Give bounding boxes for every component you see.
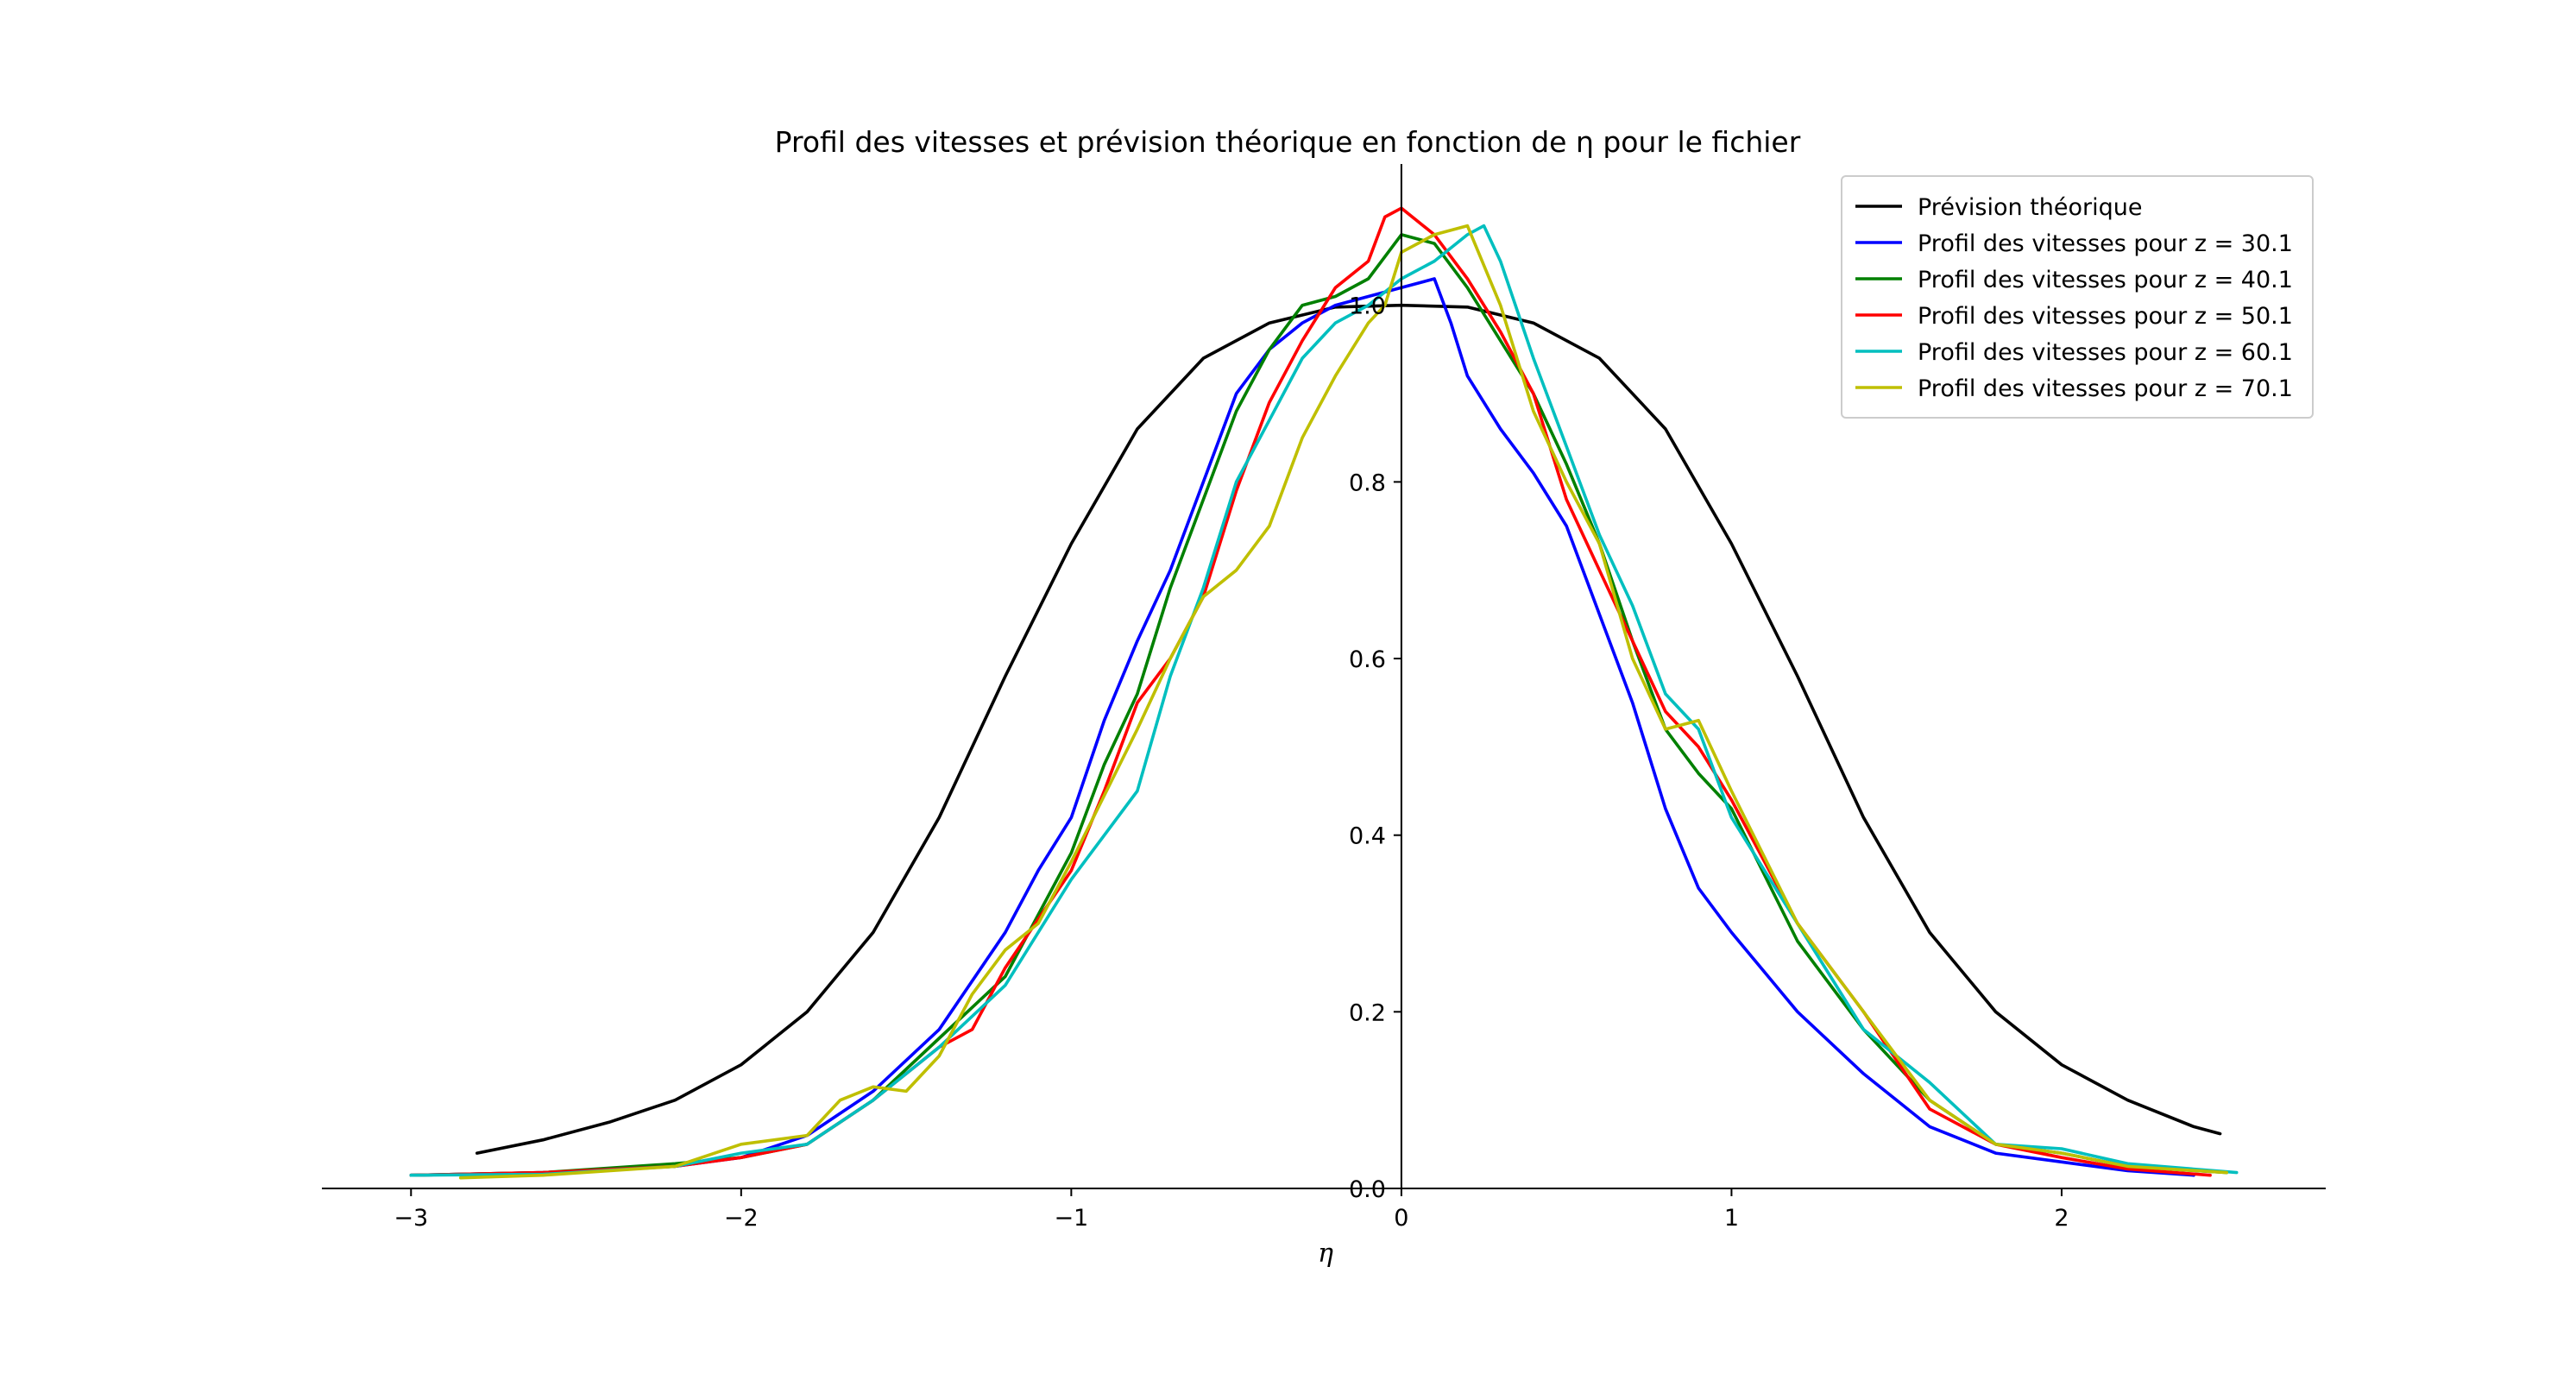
legend: Prévision théorique Profil des vitesses p… (1841, 175, 2314, 419)
y-tick-label: 0.8 (1349, 470, 1386, 496)
x-tick-label: −1 (1054, 1205, 1088, 1232)
x-axis-label: η (1318, 1238, 1333, 1269)
legend-label-5: Profil des vitesses pour z = 70.1 (1918, 375, 2293, 402)
legend-label-4: Profil des vitesses pour z = 60.1 (1918, 339, 2293, 366)
y-tick-label: 0.0 (1349, 1176, 1386, 1203)
legend-label-0: Prévision théorique (1918, 194, 2142, 221)
x-tick-label: −2 (724, 1205, 759, 1232)
legend-box (1841, 175, 2314, 419)
x-tick-label: 0 (1394, 1205, 1408, 1232)
chart-title: Profil des vitesses et prévision théoriq… (775, 125, 1801, 159)
legend-label-3: Profil des vitesses pour z = 50.1 (1918, 303, 2293, 330)
legend-label-1: Profil des vitesses pour z = 30.1 (1918, 230, 2293, 257)
y-tick-label: 0.2 (1349, 999, 1386, 1026)
series-line-4 (409, 224, 2239, 1177)
y-tick-label: 1.0 (1349, 293, 1386, 320)
axes-layer (322, 164, 2326, 1189)
x-tick-label: −3 (394, 1205, 428, 1232)
y-tick-label: 0.6 (1349, 646, 1386, 673)
x-tick-label: 1 (1724, 1205, 1739, 1232)
legend-label-2: Profil des vitesses pour z = 40.1 (1918, 267, 2293, 293)
series-line-2 (409, 233, 2228, 1177)
y-tick-label: 0.4 (1349, 823, 1386, 850)
x-tick-label: 2 (2054, 1205, 2069, 1232)
ticks-layer: −3 −2 −1 0 1 2 0.0 0.2 0.4 0.6 0.8 1.0 (394, 293, 2069, 1232)
series-line-5 (458, 224, 2228, 1180)
series-layer (409, 206, 2239, 1180)
